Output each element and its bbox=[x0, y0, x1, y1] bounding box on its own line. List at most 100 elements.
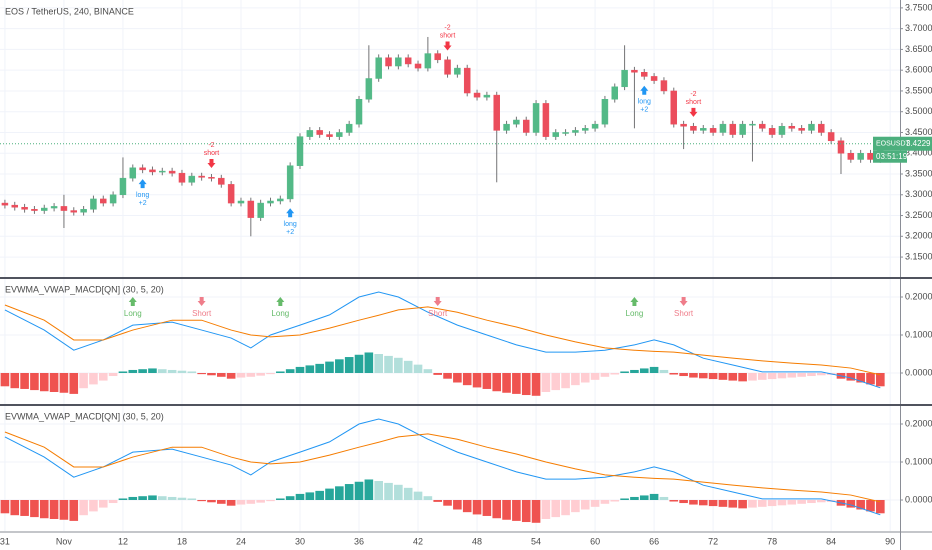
histogram-bar bbox=[423, 496, 433, 500]
histogram-bar bbox=[226, 499, 236, 506]
histogram-bar bbox=[856, 372, 865, 383]
histogram-bar bbox=[649, 493, 659, 500]
histogram-bar bbox=[718, 499, 728, 507]
y-tick-label: 0.1000 bbox=[905, 456, 932, 466]
candle-body bbox=[345, 123, 353, 133]
histogram-bar bbox=[502, 372, 511, 393]
candle-body bbox=[296, 136, 304, 166]
x-tick-label: 48 bbox=[472, 536, 482, 546]
candle-body bbox=[493, 94, 500, 131]
signal-label: Long bbox=[626, 309, 644, 318]
histogram-bar bbox=[246, 372, 256, 377]
histogram-bar bbox=[344, 357, 354, 373]
histogram-bar bbox=[266, 372, 275, 375]
histogram-bar bbox=[561, 372, 570, 389]
signal-label: Short bbox=[428, 309, 448, 318]
candle-body bbox=[532, 103, 540, 133]
histogram-bar bbox=[817, 372, 826, 376]
candle-body bbox=[660, 80, 668, 92]
y-tick-label: 3.2500 bbox=[905, 210, 932, 220]
mark-layer bbox=[0, 36, 885, 523]
histogram-bar bbox=[226, 372, 236, 379]
histogram-bar bbox=[285, 369, 295, 373]
histogram-bar bbox=[79, 499, 88, 516]
histogram-bar bbox=[590, 372, 600, 380]
signal-qty: +2 bbox=[139, 200, 147, 207]
candle-body bbox=[129, 167, 137, 179]
histogram-bar bbox=[364, 479, 374, 500]
histogram-bar bbox=[108, 372, 118, 377]
histogram-bar bbox=[384, 482, 393, 500]
signal-qty: +2 bbox=[640, 107, 648, 114]
histogram-bar bbox=[817, 499, 826, 503]
signal-label: Long bbox=[271, 309, 289, 318]
signal-arrow bbox=[679, 297, 688, 306]
candle-body bbox=[808, 123, 815, 131]
histogram-bar bbox=[679, 499, 688, 504]
histogram-bar bbox=[561, 499, 570, 516]
histogram-bar bbox=[797, 499, 806, 504]
histogram-bar bbox=[197, 499, 206, 502]
candle-body bbox=[90, 198, 97, 210]
candle-body bbox=[522, 119, 530, 133]
histogram-bar bbox=[541, 499, 551, 519]
candle-body bbox=[109, 194, 117, 204]
histogram-bar bbox=[39, 499, 49, 519]
candle-body bbox=[700, 128, 707, 131]
histogram-bar bbox=[10, 372, 20, 389]
indicator-line bbox=[4, 291, 881, 389]
histogram-bar bbox=[462, 499, 472, 513]
signal-arrow bbox=[128, 297, 137, 306]
candle-body bbox=[454, 67, 461, 75]
histogram-bar bbox=[325, 488, 334, 500]
indicator-title: EVWMA_VWAP_MACD[QN] (30, 5, 20) bbox=[5, 284, 164, 294]
histogram-bar bbox=[551, 499, 561, 518]
histogram-bar bbox=[276, 371, 285, 373]
candle-body bbox=[80, 209, 87, 213]
histogram-bar bbox=[698, 372, 708, 379]
candle-body bbox=[247, 200, 255, 218]
histogram-bar bbox=[856, 499, 865, 510]
histogram-bar bbox=[551, 372, 561, 391]
chart-title: EOS / TetherUS, 240, BINANCE bbox=[5, 6, 134, 16]
candle-body bbox=[119, 177, 127, 196]
histogram-bar bbox=[512, 372, 521, 394]
histogram-bar bbox=[580, 372, 590, 383]
histogram-bar bbox=[384, 355, 393, 373]
candle-body bbox=[100, 198, 107, 204]
histogram-bar bbox=[148, 495, 157, 500]
histogram-bar bbox=[59, 372, 69, 393]
candle-body bbox=[818, 123, 825, 133]
histogram-bar bbox=[669, 499, 679, 502]
x-tick-label: 90 bbox=[885, 536, 895, 546]
histogram-bar bbox=[521, 372, 531, 396]
x-tick-label: 54 bbox=[531, 536, 541, 546]
candle-body bbox=[414, 63, 422, 69]
histogram-bar bbox=[285, 496, 295, 500]
candle-body bbox=[434, 53, 441, 61]
candle-body bbox=[257, 202, 264, 218]
histogram-bar bbox=[571, 499, 580, 513]
histogram-bar bbox=[49, 372, 59, 392]
histogram-bar bbox=[20, 499, 29, 516]
histogram-bar bbox=[207, 499, 216, 503]
histogram-bar bbox=[571, 372, 580, 386]
candle-body bbox=[690, 125, 697, 131]
candle-body bbox=[601, 99, 609, 125]
histogram-bar bbox=[236, 372, 246, 378]
histogram-bar bbox=[462, 372, 472, 386]
candle-body bbox=[709, 128, 717, 133]
signal-label: short bbox=[204, 150, 220, 157]
signal-arrow bbox=[207, 159, 216, 169]
histogram-bar bbox=[148, 368, 157, 373]
candle-body bbox=[788, 125, 796, 129]
y-tick-label: 0.2000 bbox=[905, 418, 932, 428]
histogram-bar bbox=[482, 372, 492, 389]
candle-body bbox=[542, 103, 550, 137]
histogram-bar bbox=[748, 372, 757, 381]
y-tick-label: 3.6000 bbox=[905, 65, 932, 75]
candle-body bbox=[621, 69, 628, 88]
histogram-bar bbox=[374, 481, 383, 500]
signal-arrow bbox=[689, 107, 698, 117]
histogram-bar bbox=[738, 499, 747, 509]
